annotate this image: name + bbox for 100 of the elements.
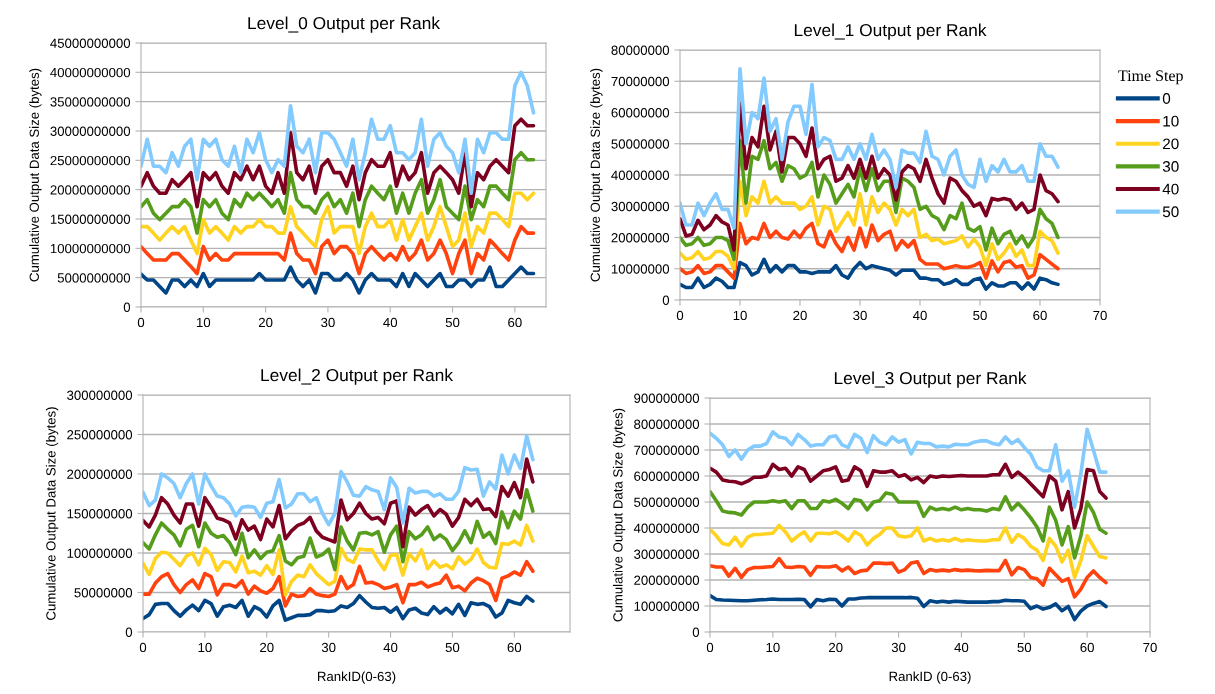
y-tick-label: 800000000: [634, 419, 700, 429]
y-tick-label: 45000000000: [50, 38, 131, 48]
line-series: [710, 427, 1108, 510]
x-tick-label: 10: [766, 642, 780, 653]
y-tick-label: 200000000: [634, 575, 700, 585]
x-tick-label: 70: [1143, 642, 1157, 653]
x-tick-label: 60: [1080, 642, 1094, 653]
x-tick-label: 0: [137, 317, 145, 328]
y-tick-label: 900000000: [634, 393, 700, 403]
y-tick-label: 0: [662, 295, 670, 305]
x-tick-label: 60: [507, 642, 522, 653]
line-series: [141, 191, 536, 256]
y-tick-label: 10000000: [611, 264, 670, 274]
line-series: [143, 434, 535, 527]
line-series: [143, 523, 535, 597]
y-tick-label: 400000000: [633, 523, 700, 533]
y-tick-label: 35000000000: [50, 97, 131, 107]
y-tick-label: 700000000: [634, 445, 700, 455]
legend-label: 0: [1162, 93, 1171, 104]
y-tick-label: 0: [125, 627, 133, 637]
y-axis-title: Cumulative Output Data Size (bytes): [590, 68, 603, 282]
x-tick-label: 40: [954, 642, 969, 653]
line-series: [710, 523, 1108, 580]
x-tick-label: 50: [973, 310, 987, 321]
chart-title: Level_3 Output per Rank: [834, 371, 1027, 388]
y-tick-label: 30000000: [611, 201, 670, 212]
x-tick-label: 30: [853, 310, 867, 321]
line-series: [710, 593, 1108, 622]
x-axis-title: RankID(0-63): [317, 671, 396, 684]
y-tick-label: 40000000000: [50, 67, 131, 78]
line-series: [680, 66, 1060, 230]
line-series: [710, 556, 1108, 599]
y-tick-label: 5000000000: [57, 273, 131, 283]
x-tick-label: 20: [260, 642, 274, 653]
line-series: [143, 487, 535, 572]
line-series: [680, 257, 1060, 291]
y-tick-label: 10000000000: [50, 243, 131, 254]
line-series: [141, 224, 536, 276]
y-tick-label: 15000000000: [50, 214, 131, 224]
x-axis-title: RankID (0-63): [889, 671, 971, 684]
chart-title: Level_1 Output per Rank: [794, 23, 987, 40]
y-tick-label: 100000000: [67, 548, 133, 558]
x-tick-label: 50: [1017, 642, 1032, 653]
line-series: [141, 70, 536, 195]
x-tick-label: 40: [912, 310, 927, 321]
y-tick-label: 300000000: [634, 549, 700, 559]
y-tick-label: 60000000: [611, 108, 670, 118]
x-tick-label: 10: [196, 317, 211, 328]
y-tick-label: 30000000000: [50, 126, 131, 136]
chart-title: Level_0 Output per Rank: [248, 16, 441, 33]
x-tick-label: 0: [706, 642, 714, 653]
y-axis-title: Cumulative Output Data Size (bytes): [45, 407, 59, 620]
x-tick-label: 30: [321, 642, 336, 653]
line-series: [141, 150, 536, 235]
legend-label: 40: [1162, 183, 1179, 195]
legend-label: 10: [1163, 115, 1179, 127]
x-tick-label: 20: [829, 642, 843, 653]
line-series: [141, 265, 536, 295]
line-series: [710, 462, 1108, 530]
y-tick-label: 20000000000: [50, 185, 131, 195]
y-tick-label: 500000000: [634, 497, 700, 507]
x-tick-label: 0: [139, 642, 147, 653]
y-axis-title: Cumulative Output Data Size (bytes): [29, 68, 42, 282]
y-tick-label: 600000000: [634, 471, 700, 481]
line-series: [680, 179, 1060, 271]
y-tick-label: 40000000: [611, 170, 670, 180]
x-tick-label: 40: [383, 642, 398, 653]
x-tick-label: 30: [321, 317, 335, 328]
y-axis-title: Cumulative Output Data Size (bytes): [612, 408, 626, 622]
x-tick-label: 70: [1093, 310, 1107, 321]
x-tick-label: 50: [445, 642, 460, 653]
line-series: [710, 489, 1108, 560]
legend-label: 20: [1163, 138, 1179, 150]
y-tick-label: 70000000: [611, 76, 670, 87]
x-tick-label: 20: [258, 317, 273, 328]
x-tick-label: 20: [793, 310, 807, 321]
y-tick-label: 20000000: [611, 233, 670, 243]
x-tick-label: 0: [676, 310, 684, 321]
y-tick-label: 100000000: [634, 601, 700, 611]
y-tick-label: 250000000: [67, 430, 133, 440]
line-series: [143, 593, 535, 622]
line-series: [143, 457, 535, 549]
line-series: [141, 117, 536, 209]
y-tick-label: 50000000: [611, 139, 670, 149]
legend-label: 50: [1162, 206, 1179, 218]
y-tick-label: 0: [123, 302, 131, 312]
y-tick-label: 150000000: [67, 509, 133, 519]
line-series: [143, 559, 535, 608]
y-tick-label: 80000000: [611, 45, 670, 55]
y-tick-label: 25000000000: [50, 155, 131, 166]
y-tick-label: 50000000: [74, 588, 133, 598]
x-tick-label: 10: [733, 310, 747, 321]
x-tick-label: 30: [891, 642, 906, 653]
legend-title: Time Step: [1118, 70, 1183, 85]
chart-title: Level_2 Output per Rank: [261, 368, 454, 385]
x-tick-label: 10: [198, 642, 212, 653]
y-tick-label: 300000000: [67, 390, 133, 400]
x-tick-label: 60: [508, 317, 522, 328]
x-tick-label: 50: [445, 317, 460, 328]
x-tick-label: 60: [1033, 310, 1047, 321]
